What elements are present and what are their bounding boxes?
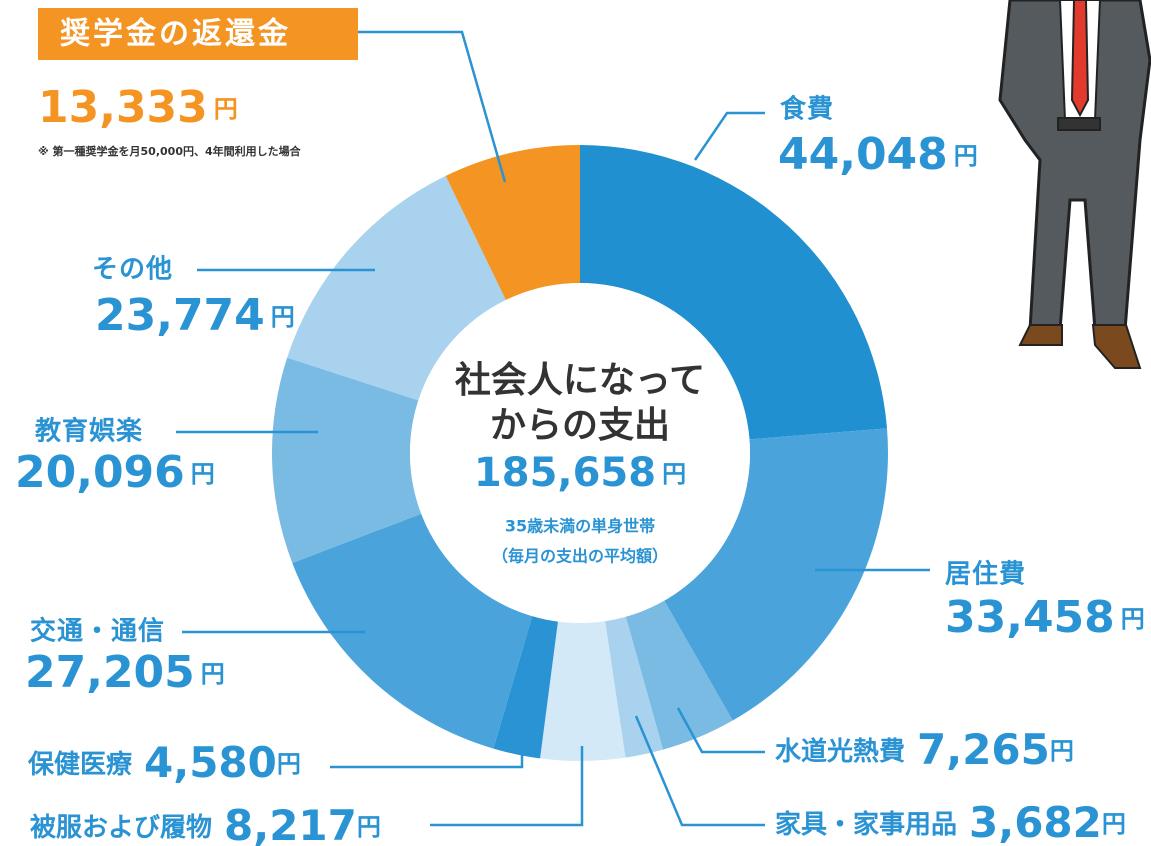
value-label-group: 33,458 円	[945, 592, 1145, 643]
center-subtitle: 35歳未満の単身世帯	[505, 517, 655, 536]
category-label: 水道光熱費	[775, 736, 905, 767]
category-label: 被服および履物	[30, 813, 212, 843]
unit-label: 円	[357, 813, 381, 841]
value-label-group: 27,205 円	[25, 647, 225, 698]
category-label: その他	[92, 255, 173, 285]
value-label: 4,580	[144, 738, 277, 787]
value-label-group: 13,333 円	[38, 82, 238, 133]
slice	[605, 616, 663, 758]
leader-line	[676, 707, 765, 754]
value-label: 13,333	[38, 82, 208, 133]
unit-label: 円	[954, 142, 978, 170]
unit-label: 円	[191, 460, 215, 488]
total-value: 185,658	[474, 450, 656, 496]
value-label: 20,096	[15, 447, 185, 498]
value-label: 7,265	[917, 725, 1050, 774]
note: ※ 第一種奨学金を月50,000円、4年間利用した場合	[38, 144, 302, 158]
category-label: 居住費	[945, 559, 1026, 590]
unit-label: 円	[214, 95, 238, 123]
slice	[271, 357, 422, 563]
category-label: 食費	[780, 94, 834, 125]
center-title: 社会人になって	[455, 360, 705, 401]
unit-label: 円	[1050, 737, 1074, 765]
slice-label: 家具・家事用品 3,682円	[775, 798, 1126, 846]
center-title: からの支出	[490, 405, 670, 446]
leader-line	[330, 740, 524, 769]
slice	[292, 513, 533, 749]
leader-line	[430, 746, 584, 827]
category-label: 保健医療	[27, 750, 133, 780]
unit-label: 円	[277, 750, 301, 778]
category-label: 教育娯楽	[35, 416, 143, 447]
category-label: 家具・家事用品	[775, 809, 957, 840]
unit-label: 円	[1102, 810, 1126, 838]
slice	[445, 145, 580, 301]
category-label: 奨学金の返還金	[60, 17, 291, 52]
value-label: 33,458	[945, 592, 1115, 643]
value-label-group: 23,774 円	[95, 290, 295, 341]
unit-label: 円	[1121, 605, 1145, 633]
slice	[580, 145, 888, 440]
center-hole	[410, 283, 750, 623]
unit-label: 円	[271, 303, 295, 331]
value-label-group: 44,048 円	[778, 129, 978, 180]
slice	[664, 428, 888, 721]
center-subtitle: （毎月の支出の平均額）	[492, 547, 668, 566]
unit-label: 円	[201, 660, 225, 688]
leader-line	[634, 715, 765, 827]
slice-label: 保健医療 4,580円	[27, 738, 301, 787]
slice	[287, 175, 506, 401]
person-illustration	[998, 0, 1151, 369]
value-label: 27,205	[25, 647, 195, 698]
value-label: 8,217	[224, 801, 357, 846]
value-label: 3,682	[969, 798, 1102, 846]
slice-label: 水道光熱費 7,265円	[775, 725, 1074, 774]
category-label: 交通・通信	[30, 616, 165, 647]
value-label-group: 20,096 円	[15, 447, 215, 498]
slice-label: 被服および履物 8,217円	[30, 801, 381, 846]
slice	[493, 616, 558, 759]
value-label: 44,048	[778, 129, 948, 180]
unit-label: 円	[662, 460, 686, 488]
leader-line	[693, 111, 765, 161]
leader-line	[358, 30, 507, 183]
slice	[625, 600, 733, 750]
slice	[540, 621, 626, 761]
highlight-box	[38, 8, 358, 60]
value-label: 23,774	[95, 290, 265, 341]
center-total: 185,658 円	[474, 450, 686, 496]
